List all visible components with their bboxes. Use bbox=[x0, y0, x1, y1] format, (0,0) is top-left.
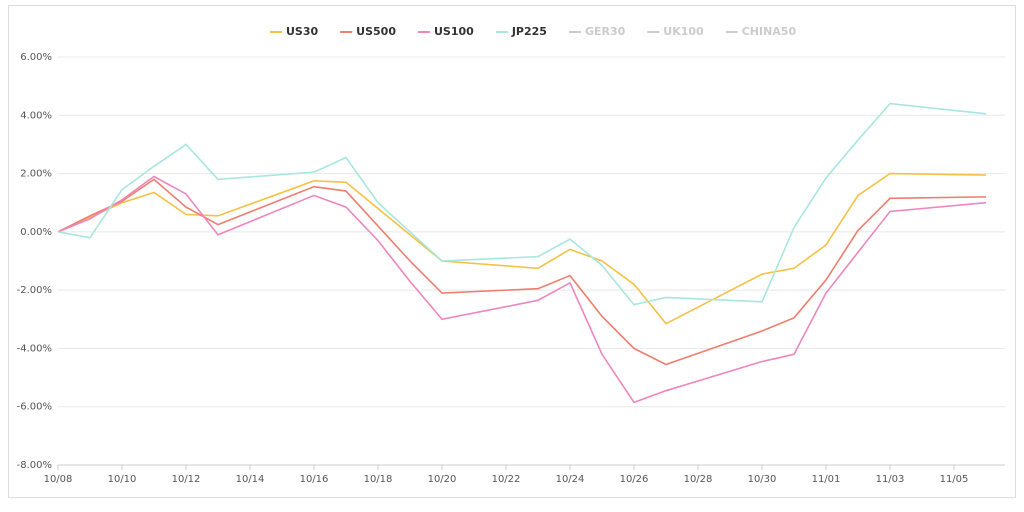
x-tick-label: 11/03 bbox=[876, 474, 905, 485]
legend-item[interactable]: US30 bbox=[286, 25, 319, 38]
series-line bbox=[57, 178, 987, 366]
legend-item-inactive[interactable]: UK100 bbox=[663, 25, 704, 38]
x-tick-label: 10/22 bbox=[492, 474, 521, 485]
panel bbox=[8, 5, 1016, 498]
x-tick-label: 10/18 bbox=[364, 474, 393, 485]
x-tick-label: 10/20 bbox=[428, 474, 457, 485]
x-tick-label: 10/08 bbox=[44, 474, 73, 485]
series-line bbox=[57, 102, 987, 306]
x-tick-label: 10/24 bbox=[556, 474, 585, 485]
y-tick-label: -4.00% bbox=[17, 343, 52, 354]
y-tick-label: -6.00% bbox=[17, 402, 52, 413]
x-tick-label: 10/14 bbox=[236, 474, 265, 485]
y-tick-label: -2.00% bbox=[17, 285, 52, 296]
legend-item[interactable]: US100 bbox=[434, 25, 474, 38]
y-tick-label: 2.00% bbox=[20, 169, 52, 180]
y-tick-label: -8.00% bbox=[17, 460, 52, 471]
legend-item[interactable]: JP225 bbox=[511, 25, 547, 38]
y-tick-label: 4.00% bbox=[20, 110, 52, 121]
legend-item-inactive[interactable]: GER30 bbox=[585, 25, 626, 38]
x-tick-label: 10/26 bbox=[620, 474, 649, 485]
x-tick-label: 11/05 bbox=[940, 474, 969, 485]
x-tick-label: 10/16 bbox=[300, 474, 329, 485]
x-tick-label: 11/01 bbox=[812, 474, 841, 485]
y-tick-label: 0.00% bbox=[20, 227, 52, 238]
x-tick-label: 10/28 bbox=[684, 474, 713, 485]
x-tick-label: 10/10 bbox=[108, 474, 137, 485]
legend-item[interactable]: US500 bbox=[356, 25, 396, 38]
x-tick-label: 10/12 bbox=[172, 474, 201, 485]
series-line bbox=[57, 175, 987, 404]
y-tick-label: 6.00% bbox=[20, 52, 52, 63]
series-line bbox=[57, 172, 987, 325]
x-tick-label: 10/30 bbox=[748, 474, 777, 485]
legend-item-inactive[interactable]: CHINA50 bbox=[742, 25, 797, 38]
